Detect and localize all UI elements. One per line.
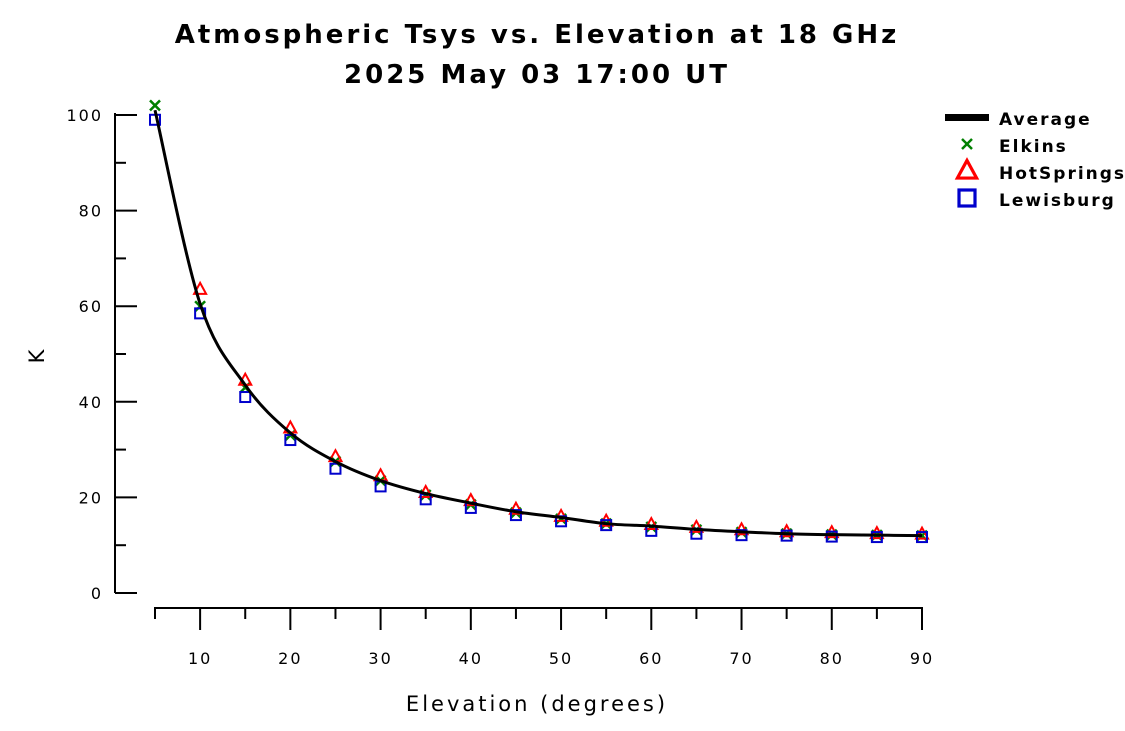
y-tick-label: 40: [79, 393, 103, 412]
legend-swatch-group: [954, 157, 980, 180]
x-tick-label: 10: [188, 649, 212, 668]
x-tick-label: 80: [820, 649, 844, 668]
hotsprings-point: [914, 525, 930, 540]
chart-title: Atmospheric Tsys vs. Elevation at 18 GHz: [175, 20, 900, 50]
lewisburg-point: [735, 529, 748, 542]
legend-label: Elkins: [999, 137, 1068, 157]
legend-swatch-average: [945, 114, 989, 121]
x-tick-label: 30: [368, 649, 392, 668]
hotsprings-point: [688, 518, 705, 533]
x-tick-label: 50: [549, 649, 573, 668]
elkins-point: [149, 99, 161, 112]
x-tick-label: 40: [459, 649, 483, 668]
y-tick-label: 20: [79, 488, 103, 507]
legend-swatch-elkins: [961, 138, 973, 150]
hotsprings-point: [463, 492, 479, 507]
legend-label: Average: [999, 110, 1092, 130]
plot-area: [149, 99, 930, 544]
lewisburg-point: [239, 391, 252, 404]
lewisburg-point: [329, 462, 342, 475]
hotsprings-point: [643, 515, 659, 531]
legend-label: HotSprings: [999, 164, 1125, 184]
y-tick-label: 80: [79, 202, 103, 221]
average-line: [153, 109, 923, 538]
legend-label: Lewisburg: [999, 191, 1116, 211]
chart-subtitle: 2025 May 03 17:00 UT: [344, 60, 730, 90]
legend-swatch-group: [957, 188, 977, 208]
x-tick-label: 90: [910, 649, 934, 668]
x-tick-label: 60: [639, 649, 663, 668]
legend: Average Elkins HotSprings Lewisburg: [945, 110, 1125, 211]
x-axis-label: Elevation (degrees): [406, 692, 668, 716]
legend-swatch-lewisburg: [957, 188, 977, 208]
lewisburg-point: [509, 509, 522, 522]
lewisburg-point: [780, 529, 793, 542]
lewisburg-point: [825, 530, 838, 543]
marker-stroke: [961, 138, 973, 150]
y-axis: 0 20 40 60 80 100: [66, 106, 137, 603]
lewisburg-point: [870, 531, 883, 544]
hotsprings-point: [508, 500, 524, 515]
x-axis: 10 20 30 40 50 60 70 80 90: [154, 607, 934, 668]
y-tick-label: 60: [79, 297, 103, 316]
legend-swatch-hotsprings: [954, 157, 980, 180]
hotsprings-point: [733, 521, 750, 536]
legend-swatch-group: [961, 138, 973, 150]
y-axis-label: K: [25, 347, 49, 364]
marker-stroke: [149, 99, 161, 112]
y-tick-label: 100: [66, 106, 103, 125]
x-tick-label: 20: [278, 649, 302, 668]
lewisburg-point: [284, 434, 297, 447]
y-tick-label: 0: [91, 584, 103, 603]
hotsprings-point: [192, 280, 208, 295]
x-tick-label: 70: [729, 649, 753, 668]
